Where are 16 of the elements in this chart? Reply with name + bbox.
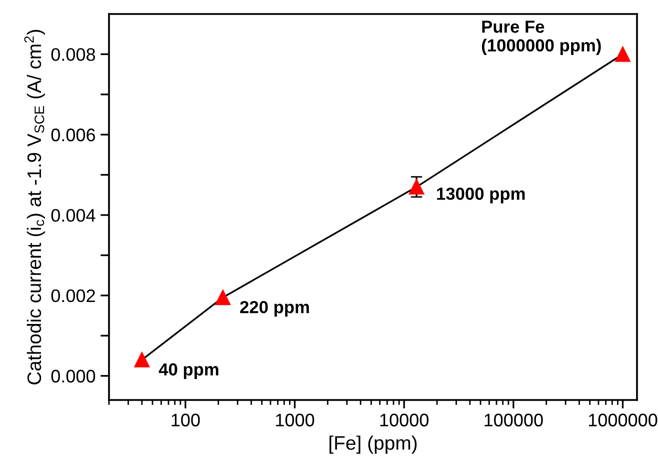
y-axis-title: Cathodic current (i$_{c}$) at -1.9 V$_{SCE}$ (A/ cm$^{2}$) <box>24 30 45 384</box>
x-tick-label: 1000 <box>276 414 314 426</box>
y-tick-label: 0.002 <box>51 289 95 302</box>
x-tick-label: 1000000 <box>588 414 658 426</box>
y-tick-label: 0.006 <box>51 128 96 142</box>
x-tick-label: 10000 <box>380 414 428 426</box>
annotation: Pure Fe (1000000 ppm) <box>482 20 601 55</box>
x-tick-label: 100000 <box>484 414 543 426</box>
annotation: 40 ppm <box>158 363 218 379</box>
x-tick-label: 100 <box>172 414 200 426</box>
y-tick-label: 0.004 <box>51 208 96 222</box>
y-tick-label: 0.000 <box>51 370 96 383</box>
annotation: 13000 ppm <box>437 188 525 204</box>
x-axis-title: [Fe] (ppm) <box>330 436 417 454</box>
annotation: 220 ppm <box>240 300 309 317</box>
y-tick-label: 0.008 <box>51 48 96 61</box>
